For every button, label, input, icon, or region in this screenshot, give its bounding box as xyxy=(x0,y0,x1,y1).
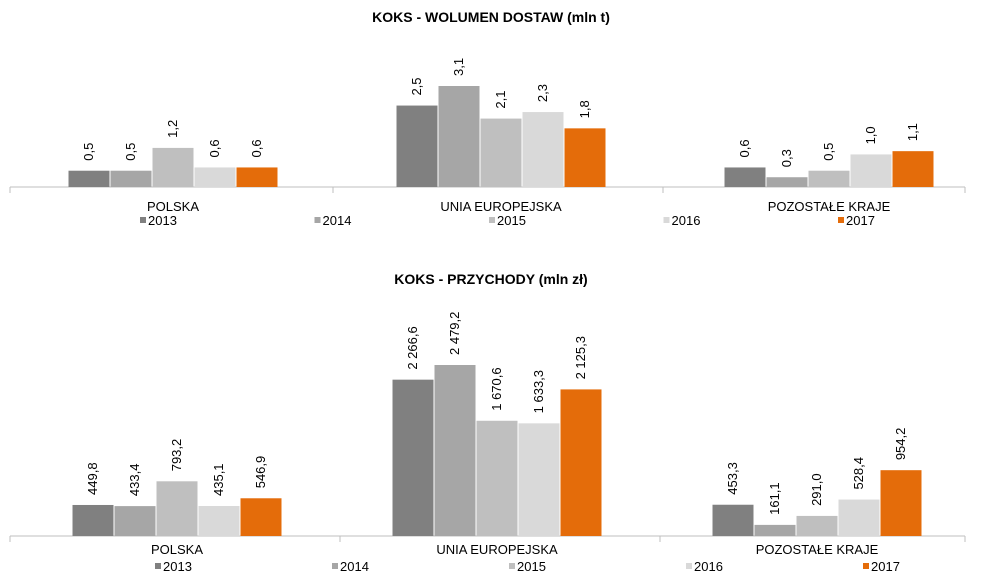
value-label: 0,5 xyxy=(123,143,138,161)
bar xyxy=(72,504,114,536)
bar xyxy=(396,105,438,187)
bar xyxy=(808,170,850,187)
category-label: POZOSTAŁE KRAJE xyxy=(756,542,879,557)
bar xyxy=(236,167,278,187)
value-label: 1 670,6 xyxy=(489,367,504,410)
legend-swatch xyxy=(314,217,321,223)
bar xyxy=(476,420,518,536)
value-label: 453,3 xyxy=(725,462,740,495)
bar xyxy=(110,170,152,187)
bar xyxy=(754,524,796,536)
legend-label: 2017 xyxy=(871,559,900,574)
value-label: 1,8 xyxy=(577,100,592,118)
value-label: 546,9 xyxy=(253,456,268,489)
bar xyxy=(392,379,434,536)
value-label: 2,5 xyxy=(409,77,424,95)
category-label: POLSKA xyxy=(147,199,199,214)
legend-label: 2017 xyxy=(846,213,875,228)
legend-swatch xyxy=(838,217,844,223)
category-label: POLSKA xyxy=(151,542,203,557)
value-label: 793,2 xyxy=(169,439,184,472)
legend-swatch xyxy=(686,563,692,569)
legend-swatch xyxy=(332,563,338,569)
value-label: 528,4 xyxy=(851,457,866,490)
legend-swatch xyxy=(140,217,146,223)
bar xyxy=(152,147,194,187)
bar xyxy=(712,504,754,536)
category-label: UNIA EUROPEJSKA xyxy=(440,199,562,214)
bar xyxy=(850,154,892,187)
value-label: 0,3 xyxy=(779,149,794,167)
bar xyxy=(522,112,564,187)
bar xyxy=(434,365,476,536)
value-label: 449,8 xyxy=(85,462,100,495)
legend-swatch xyxy=(663,217,670,223)
value-label: 2 266,6 xyxy=(405,326,420,369)
value-label: 2 125,3 xyxy=(573,336,588,379)
category-label: POZOSTAŁE KRAJE xyxy=(768,199,891,214)
bar xyxy=(880,470,922,536)
value-label: 2,1 xyxy=(493,91,508,109)
value-label: 161,1 xyxy=(767,482,782,515)
category-label: UNIA EUROPEJSKA xyxy=(436,542,558,557)
value-label: 1,0 xyxy=(863,126,878,144)
bar xyxy=(838,499,880,536)
legend-label: 2016 xyxy=(694,559,723,574)
legend-label: 2014 xyxy=(323,213,352,228)
value-label: 2,3 xyxy=(535,84,550,102)
bar xyxy=(724,167,766,187)
legend-label: 2014 xyxy=(340,559,369,574)
legend-swatch xyxy=(863,563,869,569)
legend-swatch xyxy=(155,563,161,569)
value-label: 0,6 xyxy=(249,139,264,157)
legend-label: 2015 xyxy=(517,559,546,574)
legend-label: 2015 xyxy=(497,213,526,228)
value-label: 0,6 xyxy=(737,139,752,157)
bar xyxy=(564,128,606,187)
value-label: 0,6 xyxy=(207,139,222,157)
legend-label: 2013 xyxy=(163,559,192,574)
bar xyxy=(438,86,480,187)
legend-label: 2016 xyxy=(672,213,701,228)
chart-title: KOKS - PRZYCHODY (mln zł) xyxy=(394,271,587,287)
bar xyxy=(480,118,522,187)
value-label: 291,0 xyxy=(809,473,824,506)
bar xyxy=(892,151,934,187)
bar xyxy=(194,167,236,187)
value-label: 1 633,3 xyxy=(531,370,546,413)
value-label: 1,2 xyxy=(165,120,180,138)
value-label: 1,1 xyxy=(905,123,920,141)
value-label: 3,1 xyxy=(451,58,466,76)
value-label: 0,5 xyxy=(821,143,836,161)
bar xyxy=(766,177,808,187)
bar xyxy=(156,481,198,536)
legend-swatch xyxy=(509,563,515,569)
bar xyxy=(240,498,282,536)
value-label: 435,1 xyxy=(211,463,226,496)
bar xyxy=(796,515,838,536)
legend-swatch xyxy=(489,217,495,223)
value-label: 0,5 xyxy=(81,143,96,161)
chart-title: KOKS - WOLUMEN DOSTAW (mln t) xyxy=(372,9,610,25)
bar xyxy=(198,505,240,536)
legend-label: 2013 xyxy=(148,213,177,228)
value-label: 954,2 xyxy=(893,428,908,461)
bar xyxy=(560,389,602,536)
bar xyxy=(518,423,560,536)
value-label: 433,4 xyxy=(127,464,142,497)
bar xyxy=(114,506,156,536)
value-label: 2 479,2 xyxy=(447,312,462,355)
bar xyxy=(68,170,110,187)
